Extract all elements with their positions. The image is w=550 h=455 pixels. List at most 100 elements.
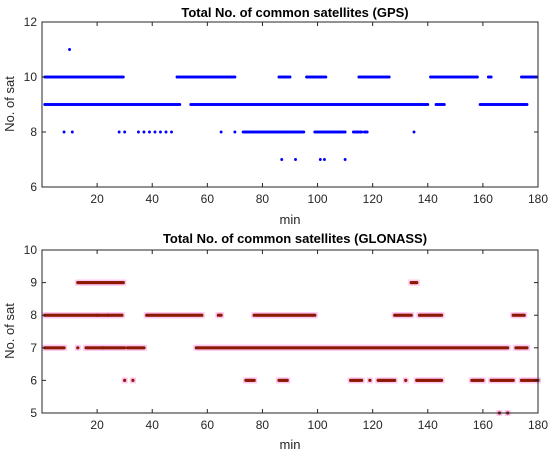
data-point: [511, 378, 515, 382]
data-point: [280, 158, 284, 161]
data-point: [148, 130, 151, 134]
data-point: [322, 158, 326, 161]
y-axis-label-glonass: No. of sat: [2, 303, 17, 359]
x-tick-label: 100: [308, 418, 328, 432]
data-point: [506, 346, 510, 350]
x-axis-label-glonass: min: [280, 437, 301, 452]
data-point: [95, 313, 99, 317]
x-tick-label: 60: [201, 418, 215, 432]
data-point: [121, 75, 125, 79]
data-point: [343, 158, 347, 161]
data-point: [442, 103, 446, 106]
x-tick-label: 160: [473, 192, 493, 206]
data-point: [200, 313, 204, 317]
data-point: [252, 378, 256, 382]
plot-frame-gps: [41, 21, 539, 188]
x-tick-label: 120: [363, 192, 383, 206]
x-tick-label: 180: [528, 418, 548, 432]
data-point: [164, 130, 168, 134]
data-point: [302, 130, 306, 134]
data-point: [343, 130, 347, 134]
data-point: [120, 313, 124, 317]
data-point: [439, 378, 444, 382]
x-tick-label: 80: [256, 418, 270, 432]
data-point: [117, 130, 121, 134]
y-tick-label: 6: [30, 373, 37, 387]
data-point: [142, 346, 146, 350]
y-tick-label: 12: [24, 15, 38, 29]
data-point: [68, 48, 72, 51]
y-axis-label-gps: No. of sat: [2, 76, 17, 132]
x-tick-label: 20: [90, 418, 104, 432]
y-tick-label: 7: [30, 341, 37, 355]
data-point: [76, 346, 80, 350]
chart-title-gps: Total No. of common satellites (GPS): [181, 5, 408, 20]
data-point: [285, 378, 289, 382]
data-point: [387, 75, 391, 79]
data-point: [121, 281, 125, 285]
data-point: [313, 313, 317, 317]
y-tick-label: 10: [24, 243, 38, 257]
data-point: [219, 313, 223, 317]
data-point: [525, 103, 529, 106]
data-point: [153, 130, 157, 134]
panel-gps: Total No. of common satellites (GPS) 20 4…: [2, 5, 548, 227]
data-point: [219, 130, 223, 134]
data-point: [360, 130, 364, 134]
data-point: [318, 158, 322, 161]
x-axis-label-gps: min: [280, 212, 301, 227]
data-point: [412, 130, 416, 134]
y-tick-label: 8: [30, 308, 37, 322]
data-point: [233, 75, 237, 79]
y-tick-label: 9: [30, 276, 37, 290]
data-point: [522, 313, 526, 317]
data-point: [142, 130, 146, 134]
x-tick-label: 40: [146, 192, 160, 206]
markers-gps: [43, 48, 539, 161]
data-point: [426, 103, 430, 106]
data-point: [159, 130, 162, 134]
chart-title-glonass: Total No. of common satellites (GLONASS): [163, 231, 427, 246]
data-point: [368, 378, 372, 382]
data-point: [489, 75, 493, 79]
ticks-glonass: 20 40 60 80 100 120 140 160 180 5 6 7 8 9 10: [24, 243, 549, 432]
data-point: [233, 130, 237, 134]
data-point: [475, 75, 479, 79]
y-tick-label: 5: [30, 406, 37, 420]
data-point: [131, 378, 135, 382]
y-tick-label: 10: [24, 70, 38, 84]
data-point: [294, 158, 297, 161]
data-point: [404, 378, 408, 382]
x-tick-label: 120: [363, 418, 383, 432]
x-tick-label: 40: [146, 418, 160, 432]
data-point: [123, 130, 127, 134]
panel-glonass: Total No. of common satellites (GLONASS)…: [2, 231, 548, 452]
data-point: [393, 378, 397, 382]
data-point: [439, 313, 444, 317]
y-tick-label: 8: [30, 125, 37, 139]
data-point: [70, 130, 74, 134]
data-point: [481, 378, 485, 382]
x-tick-label: 140: [418, 192, 438, 206]
data-point: [62, 346, 66, 350]
x-tick-label: 60: [201, 192, 215, 206]
x-tick-label: 160: [473, 418, 493, 432]
x-tick-label: 20: [90, 192, 104, 206]
data-point: [106, 313, 110, 317]
ticks-gps: 20 40 60 80 100 120 140 160 180 6 8 10 12: [24, 15, 549, 206]
data-point: [101, 346, 105, 350]
data-point: [415, 281, 419, 285]
data-point: [62, 130, 66, 134]
data-point: [178, 103, 182, 106]
data-point: [123, 378, 127, 382]
x-tick-label: 80: [256, 192, 270, 206]
x-tick-label: 140: [418, 418, 438, 432]
data-point: [324, 75, 328, 79]
data-point: [123, 346, 127, 350]
plot-frame-glonass: [41, 249, 539, 414]
data-point: [525, 346, 529, 350]
data-point: [360, 378, 364, 382]
y-tick-label: 6: [30, 180, 37, 194]
data-point: [170, 130, 173, 134]
